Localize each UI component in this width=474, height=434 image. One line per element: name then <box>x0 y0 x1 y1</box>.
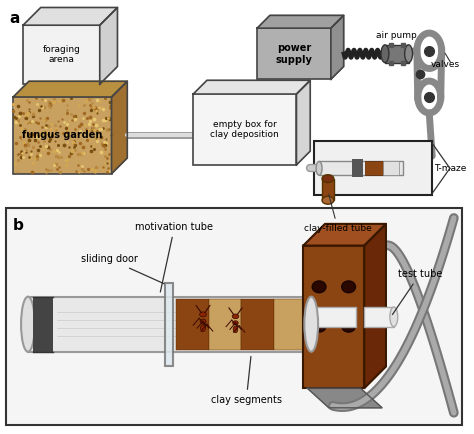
Text: sliding door: sliding door <box>81 254 164 284</box>
Bar <box>383 161 399 175</box>
Bar <box>257 28 331 79</box>
Bar <box>311 307 356 327</box>
Ellipse shape <box>405 45 412 62</box>
Polygon shape <box>193 80 310 94</box>
Bar <box>164 283 173 365</box>
Bar <box>352 159 364 177</box>
Text: power
supply: power supply <box>275 43 312 65</box>
Ellipse shape <box>312 320 326 332</box>
Bar <box>322 179 334 200</box>
Bar <box>365 307 394 327</box>
Text: a: a <box>9 11 19 26</box>
Ellipse shape <box>316 161 322 175</box>
Bar <box>33 297 53 352</box>
Bar <box>176 299 209 350</box>
Text: air pump: air pump <box>376 31 417 40</box>
Ellipse shape <box>390 307 398 327</box>
Text: foraging
arena: foraging arena <box>43 45 80 64</box>
Text: valves: valves <box>430 60 460 69</box>
Bar <box>241 299 274 350</box>
Text: b: b <box>13 218 24 233</box>
Ellipse shape <box>232 314 239 319</box>
Text: T-maze: T-maze <box>434 164 466 173</box>
Bar <box>385 45 409 62</box>
Polygon shape <box>331 15 344 79</box>
Text: empty box for
clay deposition: empty box for clay deposition <box>210 120 279 139</box>
Ellipse shape <box>312 281 326 293</box>
Bar <box>365 161 383 175</box>
Bar <box>274 299 306 350</box>
Ellipse shape <box>381 45 389 62</box>
Bar <box>13 97 111 174</box>
Polygon shape <box>257 15 344 28</box>
Ellipse shape <box>233 326 238 333</box>
Polygon shape <box>28 297 311 352</box>
Ellipse shape <box>200 319 206 323</box>
Bar <box>6 208 462 424</box>
Bar <box>314 141 432 195</box>
Text: motivation tube: motivation tube <box>136 222 213 292</box>
Text: test tube: test tube <box>392 269 442 315</box>
Ellipse shape <box>21 297 35 352</box>
Text: clay segments: clay segments <box>211 356 282 405</box>
Polygon shape <box>23 7 118 25</box>
Ellipse shape <box>304 297 318 352</box>
Ellipse shape <box>201 325 206 332</box>
Bar <box>319 161 403 175</box>
Ellipse shape <box>342 281 356 293</box>
Ellipse shape <box>322 175 334 183</box>
Polygon shape <box>296 80 310 165</box>
Bar <box>193 94 296 165</box>
Ellipse shape <box>200 312 207 317</box>
Bar <box>303 246 365 388</box>
Ellipse shape <box>342 320 356 332</box>
Text: clay-filled tube: clay-filled tube <box>304 194 372 233</box>
Polygon shape <box>13 81 128 97</box>
Ellipse shape <box>233 321 238 325</box>
Bar <box>23 25 100 84</box>
Bar <box>209 299 241 350</box>
Polygon shape <box>365 224 386 388</box>
Polygon shape <box>307 388 382 408</box>
Polygon shape <box>100 7 118 84</box>
Ellipse shape <box>322 196 334 204</box>
Polygon shape <box>303 224 386 246</box>
Text: fungus garden: fungus garden <box>22 130 102 140</box>
Polygon shape <box>111 81 128 174</box>
